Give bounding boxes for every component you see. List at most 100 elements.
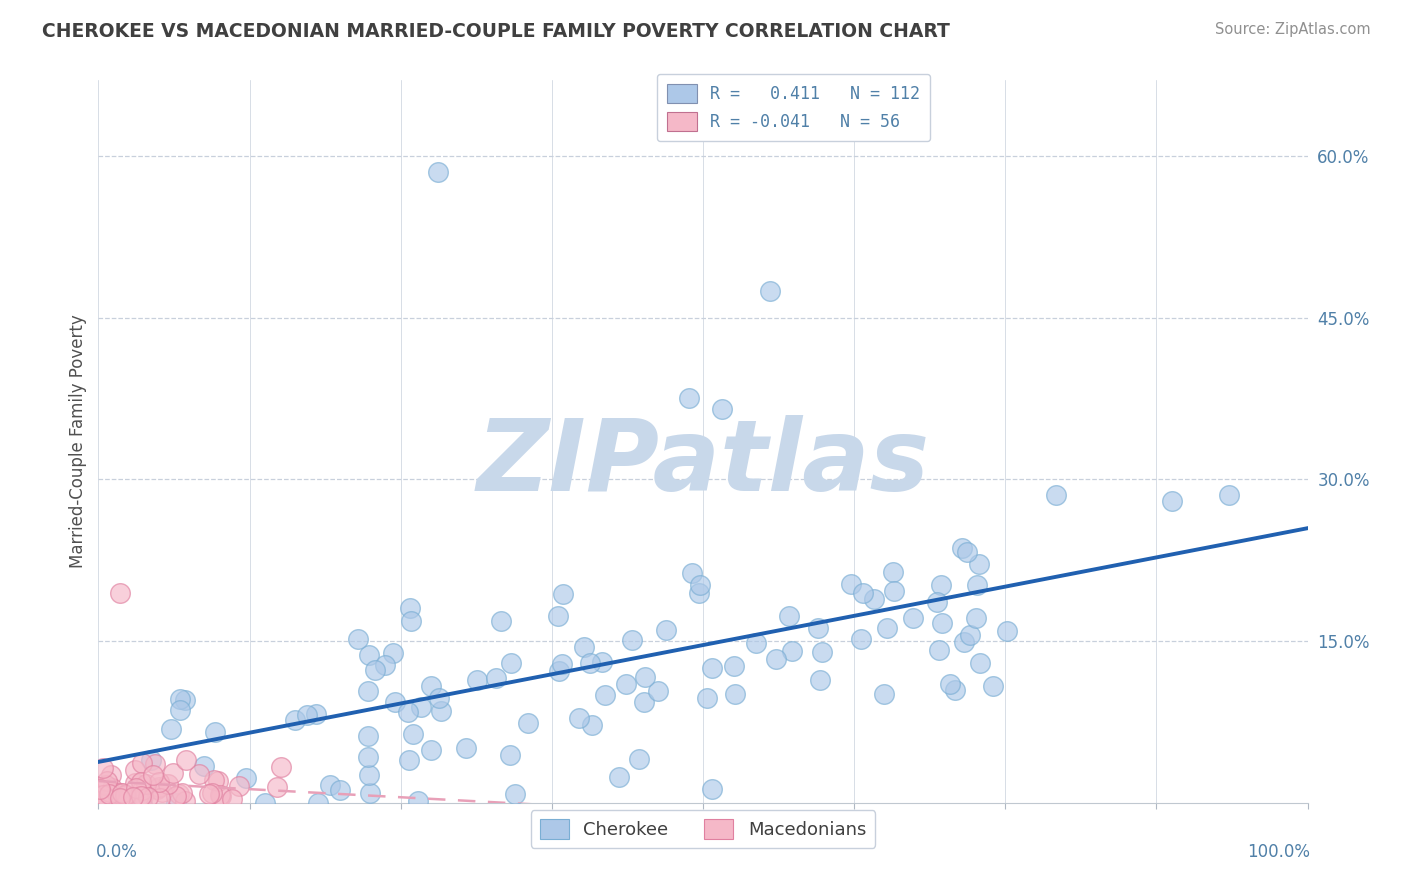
Point bbox=[165, 796, 187, 810]
Point bbox=[98, 787, 121, 801]
Point bbox=[356, 684, 378, 698]
Point bbox=[284, 713, 307, 727]
Point bbox=[696, 691, 718, 706]
Point bbox=[681, 566, 703, 581]
Point bbox=[91, 761, 114, 775]
Point bbox=[863, 592, 886, 607]
Point bbox=[398, 753, 420, 767]
Point bbox=[1045, 488, 1067, 502]
Text: 0.0%: 0.0% bbox=[96, 843, 138, 861]
Point bbox=[419, 679, 441, 693]
Point bbox=[839, 576, 862, 591]
Point bbox=[270, 760, 292, 774]
Point bbox=[346, 632, 368, 647]
Point bbox=[700, 661, 723, 675]
Point bbox=[201, 787, 224, 801]
Point bbox=[780, 644, 803, 658]
Point bbox=[174, 753, 197, 767]
Point bbox=[193, 759, 215, 773]
Point bbox=[319, 778, 342, 792]
Point bbox=[97, 793, 120, 807]
Point bbox=[808, 673, 831, 687]
Point bbox=[160, 722, 183, 736]
Point bbox=[110, 786, 132, 800]
Point bbox=[135, 777, 157, 791]
Point bbox=[208, 788, 231, 802]
Point bbox=[111, 786, 134, 800]
Point bbox=[547, 609, 569, 624]
Point bbox=[465, 673, 488, 687]
Point bbox=[174, 692, 197, 706]
Point bbox=[329, 782, 352, 797]
Point bbox=[849, 632, 872, 647]
Point bbox=[901, 611, 924, 625]
Point bbox=[965, 611, 987, 625]
Point bbox=[572, 640, 595, 654]
Point bbox=[91, 788, 114, 802]
Text: CHEROKEE VS MACEDONIAN MARRIED-COUPLE FAMILY POVERTY CORRELATION CHART: CHEROKEE VS MACEDONIAN MARRIED-COUPLE FA… bbox=[42, 22, 950, 41]
Point bbox=[501, 656, 523, 670]
Point bbox=[357, 729, 380, 743]
Legend: Cherokee, Macedonians: Cherokee, Macedonians bbox=[531, 810, 875, 848]
Point bbox=[89, 781, 111, 796]
Point bbox=[202, 772, 225, 787]
Point bbox=[427, 690, 450, 705]
Point bbox=[614, 676, 637, 690]
Point bbox=[503, 787, 526, 801]
Point bbox=[381, 646, 404, 660]
Point bbox=[498, 747, 520, 762]
Point bbox=[363, 663, 385, 677]
Point bbox=[209, 789, 232, 804]
Point bbox=[430, 704, 453, 718]
Point bbox=[489, 614, 512, 628]
Text: Source: ZipAtlas.com: Source: ZipAtlas.com bbox=[1215, 22, 1371, 37]
Point bbox=[953, 635, 976, 649]
Y-axis label: Married-Couple Family Poverty: Married-Couple Family Poverty bbox=[69, 315, 87, 568]
Point bbox=[114, 788, 136, 802]
Text: ZIPatlas: ZIPatlas bbox=[477, 415, 929, 512]
Point bbox=[454, 741, 477, 756]
Point bbox=[928, 643, 950, 657]
Point bbox=[307, 796, 329, 810]
Point bbox=[295, 708, 318, 723]
Point bbox=[374, 658, 396, 673]
Point bbox=[876, 621, 898, 635]
Point bbox=[873, 687, 896, 701]
Point bbox=[96, 773, 118, 788]
Point bbox=[593, 688, 616, 702]
Point bbox=[149, 791, 172, 805]
Point bbox=[359, 768, 381, 782]
Point bbox=[950, 541, 973, 555]
Point bbox=[409, 700, 432, 714]
Point bbox=[145, 756, 167, 771]
Point bbox=[162, 766, 184, 780]
Point bbox=[943, 682, 966, 697]
Point bbox=[758, 284, 780, 298]
Point bbox=[396, 705, 419, 719]
Point bbox=[485, 671, 508, 685]
Point bbox=[221, 792, 243, 806]
Point bbox=[765, 652, 787, 666]
Point bbox=[579, 656, 602, 670]
Point bbox=[655, 624, 678, 638]
Point bbox=[807, 621, 830, 635]
Point bbox=[129, 775, 152, 789]
Point bbox=[170, 786, 193, 800]
Point bbox=[169, 692, 191, 706]
Point bbox=[110, 791, 132, 805]
Point bbox=[633, 695, 655, 709]
Point bbox=[607, 770, 630, 784]
Point bbox=[1218, 488, 1240, 502]
Point bbox=[724, 687, 747, 701]
Point bbox=[384, 695, 406, 709]
Text: 100.0%: 100.0% bbox=[1247, 843, 1310, 861]
Point bbox=[966, 578, 988, 592]
Point bbox=[100, 768, 122, 782]
Point bbox=[87, 794, 110, 808]
Point bbox=[929, 578, 952, 592]
Point bbox=[129, 789, 152, 803]
Point bbox=[744, 636, 766, 650]
Point bbox=[981, 679, 1004, 693]
Point bbox=[131, 789, 153, 804]
Point bbox=[139, 753, 162, 767]
